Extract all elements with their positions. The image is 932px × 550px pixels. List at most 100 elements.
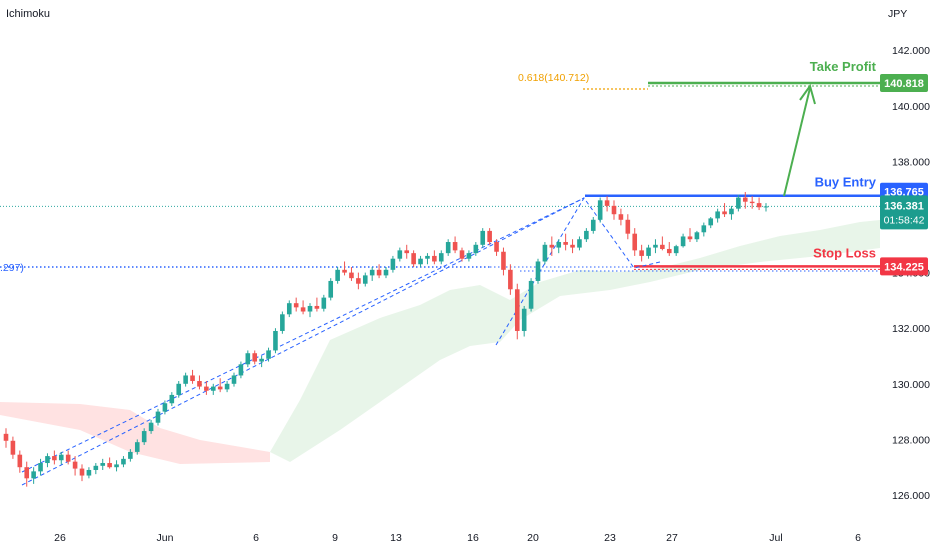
candle-body — [3, 433, 9, 441]
candle-body — [141, 431, 147, 443]
candle-body — [570, 244, 575, 248]
indicator-label: Ichimoku — [6, 8, 51, 20]
candle-body — [404, 250, 410, 254]
candle-body — [639, 250, 644, 256]
time-tick-label: 16 — [467, 532, 479, 544]
ichimoku-cloud — [0, 220, 880, 464]
candle-body — [514, 289, 520, 331]
candle-body — [31, 471, 36, 479]
left-partial-label: .297) — [0, 262, 24, 274]
candle-body — [376, 269, 382, 276]
candle-body — [238, 364, 244, 376]
candle-body — [722, 211, 727, 215]
candle-body — [362, 275, 368, 284]
time-axis[interactable]: 26 Jun 6 9 13 16 20 23 27 Jul 6 — [54, 532, 861, 544]
candle-body — [756, 203, 762, 208]
candle-body — [79, 468, 85, 476]
cloud-bullish — [270, 220, 880, 462]
channel-upper-line — [21, 197, 585, 473]
candle-body — [280, 314, 285, 331]
time-tick-label: Jul — [769, 532, 782, 544]
candle-body — [183, 375, 188, 384]
candle-body — [204, 386, 209, 391]
price-tick-label: 138.000 — [892, 156, 930, 168]
candle-body — [438, 253, 444, 262]
candle-body — [666, 248, 672, 254]
candle-body — [708, 218, 714, 226]
candle-body — [452, 242, 458, 251]
candle-body — [314, 305, 320, 309]
target-arrow-line — [783, 87, 811, 197]
candle-body — [680, 236, 686, 247]
candle-body — [508, 269, 513, 290]
stop-loss-tag — [880, 257, 928, 276]
candle-body — [356, 278, 361, 284]
price-tick-label: 130.000 — [892, 379, 930, 391]
candle-body — [245, 353, 251, 365]
candle-body — [224, 383, 230, 390]
candle-body — [107, 463, 112, 468]
candle-body — [259, 358, 264, 362]
candle-body — [190, 375, 195, 382]
candle-body — [556, 242, 562, 248]
candle-body — [10, 440, 16, 455]
cloud-bearish — [0, 402, 270, 464]
candle-body — [542, 244, 548, 262]
candle-body — [335, 269, 340, 281]
candle-body — [494, 242, 499, 252]
candle-body — [535, 261, 541, 281]
candle-body — [632, 233, 638, 251]
time-tick-label: 6 — [253, 532, 259, 544]
candle-body — [24, 467, 30, 479]
level-lines — [0, 81, 880, 272]
candle-body — [473, 244, 479, 254]
candle-body — [625, 219, 631, 234]
candle-body — [100, 463, 106, 466]
candle-body — [197, 381, 202, 387]
candle-body — [155, 411, 161, 423]
candle-body — [300, 307, 306, 312]
candle-body — [563, 242, 568, 245]
time-tick-label: 27 — [666, 532, 678, 544]
candle-body — [342, 269, 347, 273]
time-tick-label: 23 — [604, 532, 616, 544]
candle-body — [618, 214, 624, 220]
candle-body — [763, 206, 769, 208]
price-tick-label: 140.000 — [892, 101, 930, 113]
candle-body — [45, 456, 50, 464]
candle-body — [328, 280, 334, 298]
candle-body — [390, 258, 396, 270]
candle-body — [432, 255, 437, 262]
candle-body — [307, 305, 313, 312]
countdown-value: 01:58:42 — [884, 214, 925, 226]
candle-body — [445, 242, 451, 254]
time-tick-label: 13 — [390, 532, 402, 544]
candle-body — [58, 454, 64, 461]
stop-loss-label: Stop Loss — [813, 245, 876, 260]
price-tick-label: 126.000 — [892, 490, 930, 502]
candle-body — [72, 461, 78, 469]
candle-body — [86, 469, 92, 476]
candle-body — [121, 458, 126, 465]
candle-body — [459, 250, 465, 259]
candle-body — [687, 236, 693, 240]
candle-body — [349, 272, 354, 279]
target-arrow-head — [799, 83, 816, 105]
candle-body — [604, 200, 610, 206]
current-price-value: 136.381 — [884, 200, 924, 212]
candle-body — [210, 386, 216, 391]
candle-body — [466, 253, 472, 259]
candle-body — [653, 244, 658, 248]
candles — [3, 191, 769, 487]
candle-body — [252, 353, 258, 362]
candle-body — [701, 225, 707, 233]
candle-body — [729, 208, 734, 215]
current-price-tag — [880, 195, 928, 230]
price-tick-label: 128.000 — [892, 434, 930, 446]
candle-body — [128, 451, 133, 459]
buy-entry-label: Buy Entry — [815, 175, 877, 190]
candle-body — [286, 303, 292, 315]
candle-body — [646, 247, 651, 256]
time-tick-label: 9 — [332, 532, 338, 544]
